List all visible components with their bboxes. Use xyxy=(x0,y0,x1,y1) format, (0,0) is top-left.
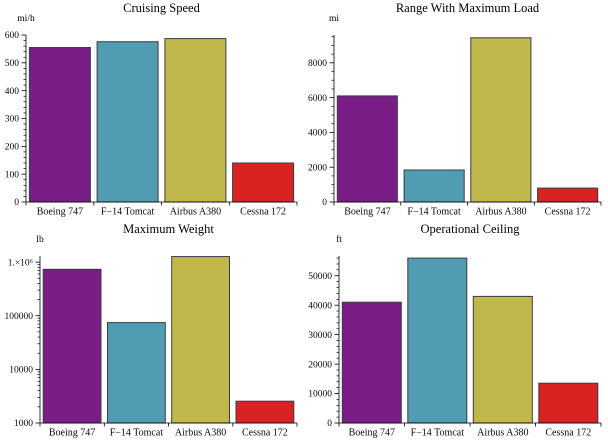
chart-panel-maximum-weight: Maximum Weight lb 1000 10000 100000 1.×10⁶ B… xyxy=(0,221,304,442)
bar xyxy=(42,268,102,424)
y-axis-unit-label: lb xyxy=(36,235,44,245)
bar xyxy=(472,295,533,424)
bar xyxy=(537,187,599,203)
bar xyxy=(403,169,465,203)
y-axis-unit-label: mi/h xyxy=(17,14,35,24)
category-label: Airbus A380 xyxy=(475,207,526,218)
bar xyxy=(28,47,91,203)
y-tick-label: 600 xyxy=(5,31,20,41)
bar xyxy=(171,256,230,424)
category-label: Cessna 172 xyxy=(545,428,591,439)
y-tick-label: 100 xyxy=(5,170,20,180)
category-label: Boeing 747 xyxy=(344,207,390,218)
category-label: Airbus A380 xyxy=(477,428,528,439)
y-tick-label: 2000 xyxy=(308,163,327,173)
category-label: Cessna 172 xyxy=(545,207,591,218)
chart-title: Cruising Speed xyxy=(123,1,200,15)
y-tick-label: 400 xyxy=(5,87,20,97)
y-tick-label: 40000 xyxy=(308,301,332,311)
bar-chart-canvas: 0 100 200 300 400 500 600 Boeing 747 F−14 Tomcat… xyxy=(5,31,298,218)
chart-title: Operational Ceiling xyxy=(420,222,520,236)
y-tick-label: 50000 xyxy=(308,272,332,282)
y-tick-label: 0 xyxy=(322,198,327,208)
category-label: F−14 Tomcat xyxy=(101,207,155,218)
bar-chart-canvas: 1000 10000 100000 1.×10⁶ Boeing 747 F−14 Tomc… xyxy=(5,256,298,439)
category-label: Boeing 747 xyxy=(49,428,95,439)
y-tick-label: 4000 xyxy=(308,129,327,139)
y-tick-label: 100000 xyxy=(5,312,34,322)
bar xyxy=(470,37,532,203)
y-tick-label: 1.×10⁶ xyxy=(8,258,33,268)
y-tick-label: 0 xyxy=(14,198,19,208)
category-label: Cessna 172 xyxy=(240,207,286,218)
category-label: Boeing 747 xyxy=(349,428,395,439)
bar xyxy=(107,322,166,424)
bar xyxy=(538,382,599,424)
bar xyxy=(341,301,402,424)
chart-panel-range-with-maximum-load: Range With Maximum Load mi 0 2000 4000 6000… xyxy=(304,0,608,221)
y-tick-label: 0 xyxy=(327,419,332,429)
y-tick-label: 1000 xyxy=(14,419,33,429)
y-tick-label: 10000 xyxy=(308,390,332,400)
category-label: Airbus A380 xyxy=(170,207,221,218)
y-tick-label: 6000 xyxy=(308,94,327,104)
bar xyxy=(336,95,398,203)
y-tick-label: 500 xyxy=(5,59,20,69)
chart-panel-operational-ceiling: Operational Ceiling ft 0 10000 20000 30000 4… xyxy=(304,221,608,442)
category-label: Cessna 172 xyxy=(242,428,288,439)
chart-title: Range With Maximum Load xyxy=(395,1,540,15)
category-label: F−14 Tomcat xyxy=(411,428,465,439)
bar xyxy=(164,38,227,203)
y-tick-label: 8000 xyxy=(308,59,327,69)
y-axis-unit-label: ft xyxy=(336,235,342,245)
y-tick-label: 30000 xyxy=(308,331,332,341)
bar xyxy=(407,257,468,424)
bar xyxy=(232,162,295,203)
chart-panel-cruising-speed: Cruising Speed mi/h 0 100 200 300 400 500 600 B… xyxy=(0,0,304,221)
chart-title: Maximum Weight xyxy=(123,222,214,236)
y-tick-label: 20000 xyxy=(308,360,332,370)
category-label: Boeing 747 xyxy=(37,207,83,218)
y-tick-label: 300 xyxy=(5,115,20,125)
bar xyxy=(96,41,159,203)
bar-chart-canvas: 0 2000 4000 6000 8000 Boeing 747 F−14 Tomcat Ai… xyxy=(308,35,602,218)
category-label: Airbus A380 xyxy=(175,428,226,439)
y-axis-unit-label: mi xyxy=(328,14,340,24)
category-label: F−14 Tomcat xyxy=(110,428,164,439)
y-tick-label: 200 xyxy=(5,143,20,153)
bar xyxy=(235,400,295,424)
bar-chart-canvas: 0 10000 20000 30000 40000 50000 Boeing 747 F−14… xyxy=(308,256,602,439)
category-label: F−14 Tomcat xyxy=(407,207,461,218)
y-tick-label: 10000 xyxy=(9,366,33,376)
